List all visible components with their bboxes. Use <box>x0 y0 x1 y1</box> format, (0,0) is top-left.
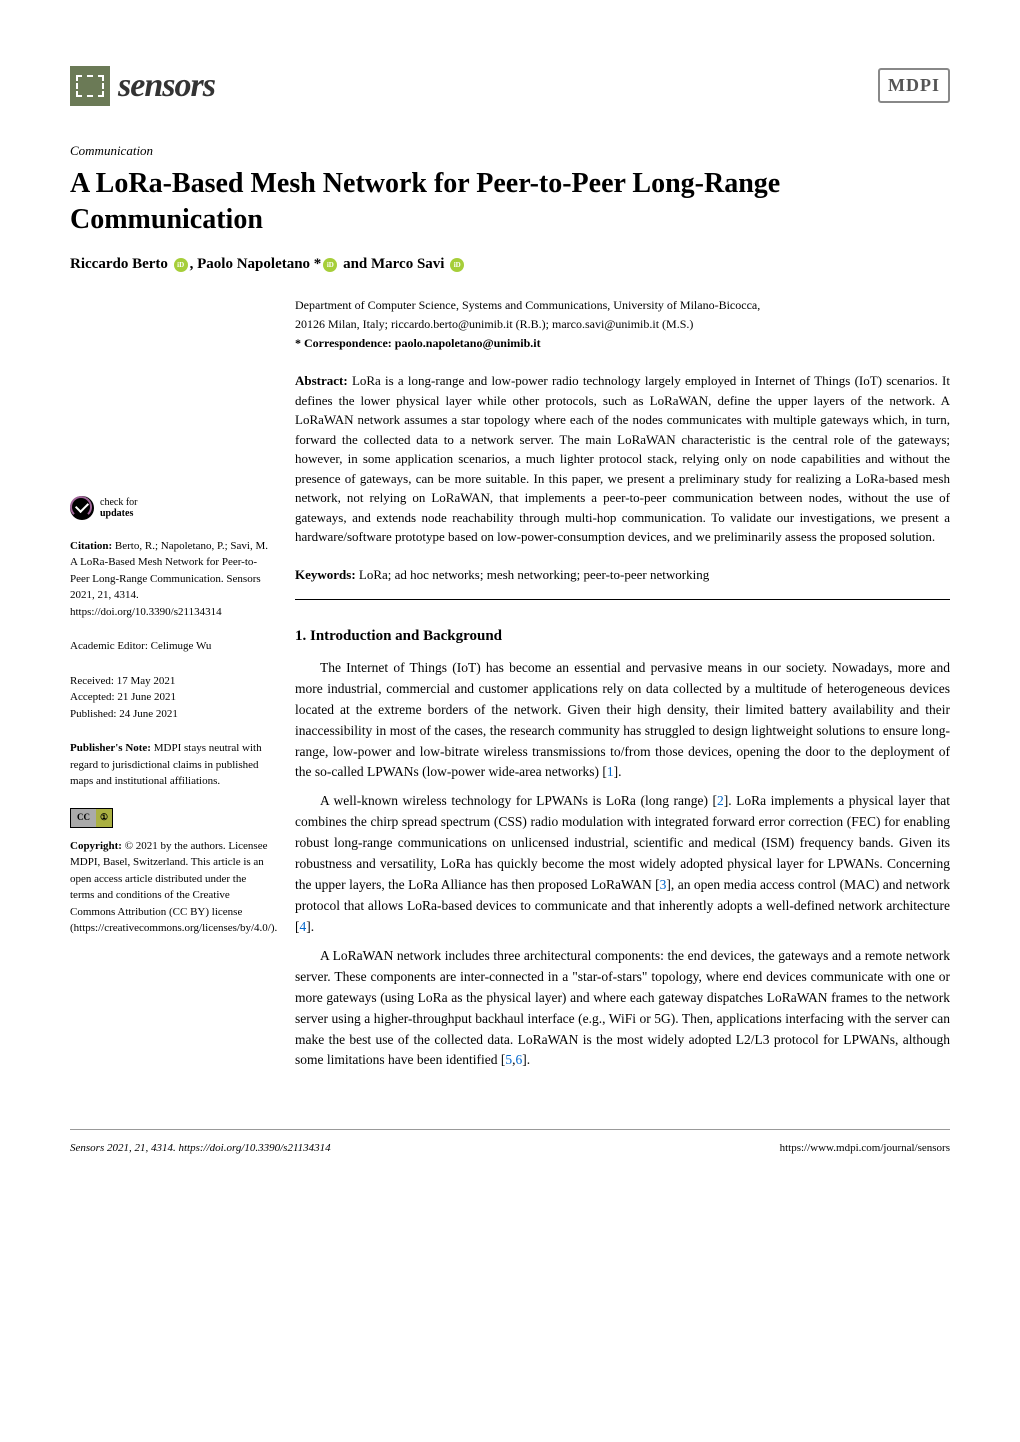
footer-right[interactable]: https://www.mdpi.com/journal/sensors <box>780 1140 950 1157</box>
keywords-text: LoRa; ad hoc networks; mesh networking; … <box>356 567 710 582</box>
p2-end: ]. <box>306 919 314 934</box>
journal-logo: sensors <box>70 60 215 111</box>
received-date: Received: 17 May 2021 <box>70 673 270 690</box>
citation-section: Citation: Berto, R.; Napoletano, P.; Sav… <box>70 538 270 621</box>
copyright-text: © 2021 by the authors. Licensee MDPI, Ba… <box>70 840 277 935</box>
p1-text: The Internet of Things (IoT) has become … <box>295 660 950 780</box>
citation-label: Citation: <box>70 540 112 552</box>
check-updates[interactable]: check for updates <box>70 496 270 520</box>
editor-name: Celimuge Wu <box>151 640 212 652</box>
section-1-heading: 1. Introduction and Background <box>295 625 950 648</box>
keywords-label: Keywords: <box>295 567 356 582</box>
content-wrapper: check for updates Citation: Berto, R.; N… <box>70 296 950 1080</box>
check-updates-text: check for updates <box>100 497 137 519</box>
p3-end: ]. <box>522 1052 530 1067</box>
sidebar: check for updates Citation: Berto, R.; N… <box>70 296 270 1080</box>
section-divider <box>295 599 950 600</box>
sensors-icon <box>70 66 110 106</box>
p2-text: A well-known wireless technology for LPW… <box>320 793 717 808</box>
affiliation-block: Department of Computer Science, Systems … <box>295 296 950 354</box>
author-2: , Paolo Napoletano * <box>190 256 322 272</box>
abstract-text: LoRa is a long-range and low-power radio… <box>295 373 950 544</box>
page-header: sensors MDPI <box>70 60 950 111</box>
keywords-block: Keywords: LoRa; ad hoc networks; mesh ne… <box>295 565 950 585</box>
page-footer: Sensors 2021, 21, 4314. https://doi.org/… <box>70 1129 950 1157</box>
publishers-note-label: Publisher's Note: <box>70 742 151 754</box>
publishers-note-section: Publisher's Note: MDPI stays neutral wit… <box>70 740 270 790</box>
paragraph-1: The Internet of Things (IoT) has become … <box>295 658 950 784</box>
author-3: and Marco Savi <box>339 256 448 272</box>
copyright-label: Copyright: <box>70 840 122 852</box>
copyright-section: Copyright: © 2021 by the authors. Licens… <box>70 838 270 937</box>
cc-part: CC <box>71 809 96 827</box>
article-type: Communication <box>70 141 950 161</box>
correspondence: * Correspondence: paolo.napoletano@unimi… <box>295 334 950 353</box>
paragraph-3: A LoRaWAN network includes three archite… <box>295 946 950 1072</box>
article-title: A LoRa-Based Mesh Network for Peer-to-Pe… <box>70 166 950 239</box>
abstract-block: Abstract: LoRa is a long-range and low-p… <box>295 371 950 547</box>
orcid-icon <box>323 258 337 272</box>
affiliation-address: 20126 Milan, Italy; riccardo.berto@unimi… <box>295 315 950 334</box>
published-date: Published: 24 June 2021 <box>70 706 270 723</box>
check-updates-icon <box>70 496 94 520</box>
ref-link-1[interactable]: 1 <box>607 764 614 779</box>
editor-section: Academic Editor: Celimuge Wu <box>70 638 270 655</box>
check-line-2: updates <box>100 508 137 519</box>
ref-link-2[interactable]: 2 <box>717 793 724 808</box>
check-line-1: check for <box>100 497 137 508</box>
dates-section: Received: 17 May 2021 Accepted: 21 June … <box>70 673 270 723</box>
paragraph-2: A well-known wireless technology for LPW… <box>295 791 950 937</box>
cc-license-badge: CC ① <box>70 808 270 828</box>
p3-text: A LoRaWAN network includes three archite… <box>295 948 950 1068</box>
by-part: ① <box>96 809 112 827</box>
authors-line: Riccardo Berto , Paolo Napoletano * and … <box>70 253 950 276</box>
author-1: Riccardo Berto <box>70 256 172 272</box>
accepted-date: Accepted: 21 June 2021 <box>70 689 270 706</box>
orcid-icon <box>450 258 464 272</box>
journal-name: sensors <box>118 60 215 111</box>
affiliation-dept: Department of Computer Science, Systems … <box>295 296 950 315</box>
publisher-logo: MDPI <box>878 68 950 103</box>
cc-badge: CC ① <box>70 808 113 828</box>
editor-label: Academic Editor: <box>70 640 151 652</box>
orcid-icon <box>174 258 188 272</box>
abstract-label: Abstract: <box>295 373 348 388</box>
main-content: Department of Computer Science, Systems … <box>295 296 950 1080</box>
footer-left: Sensors 2021, 21, 4314. https://doi.org/… <box>70 1140 331 1157</box>
p1-end: ]. <box>614 764 622 779</box>
